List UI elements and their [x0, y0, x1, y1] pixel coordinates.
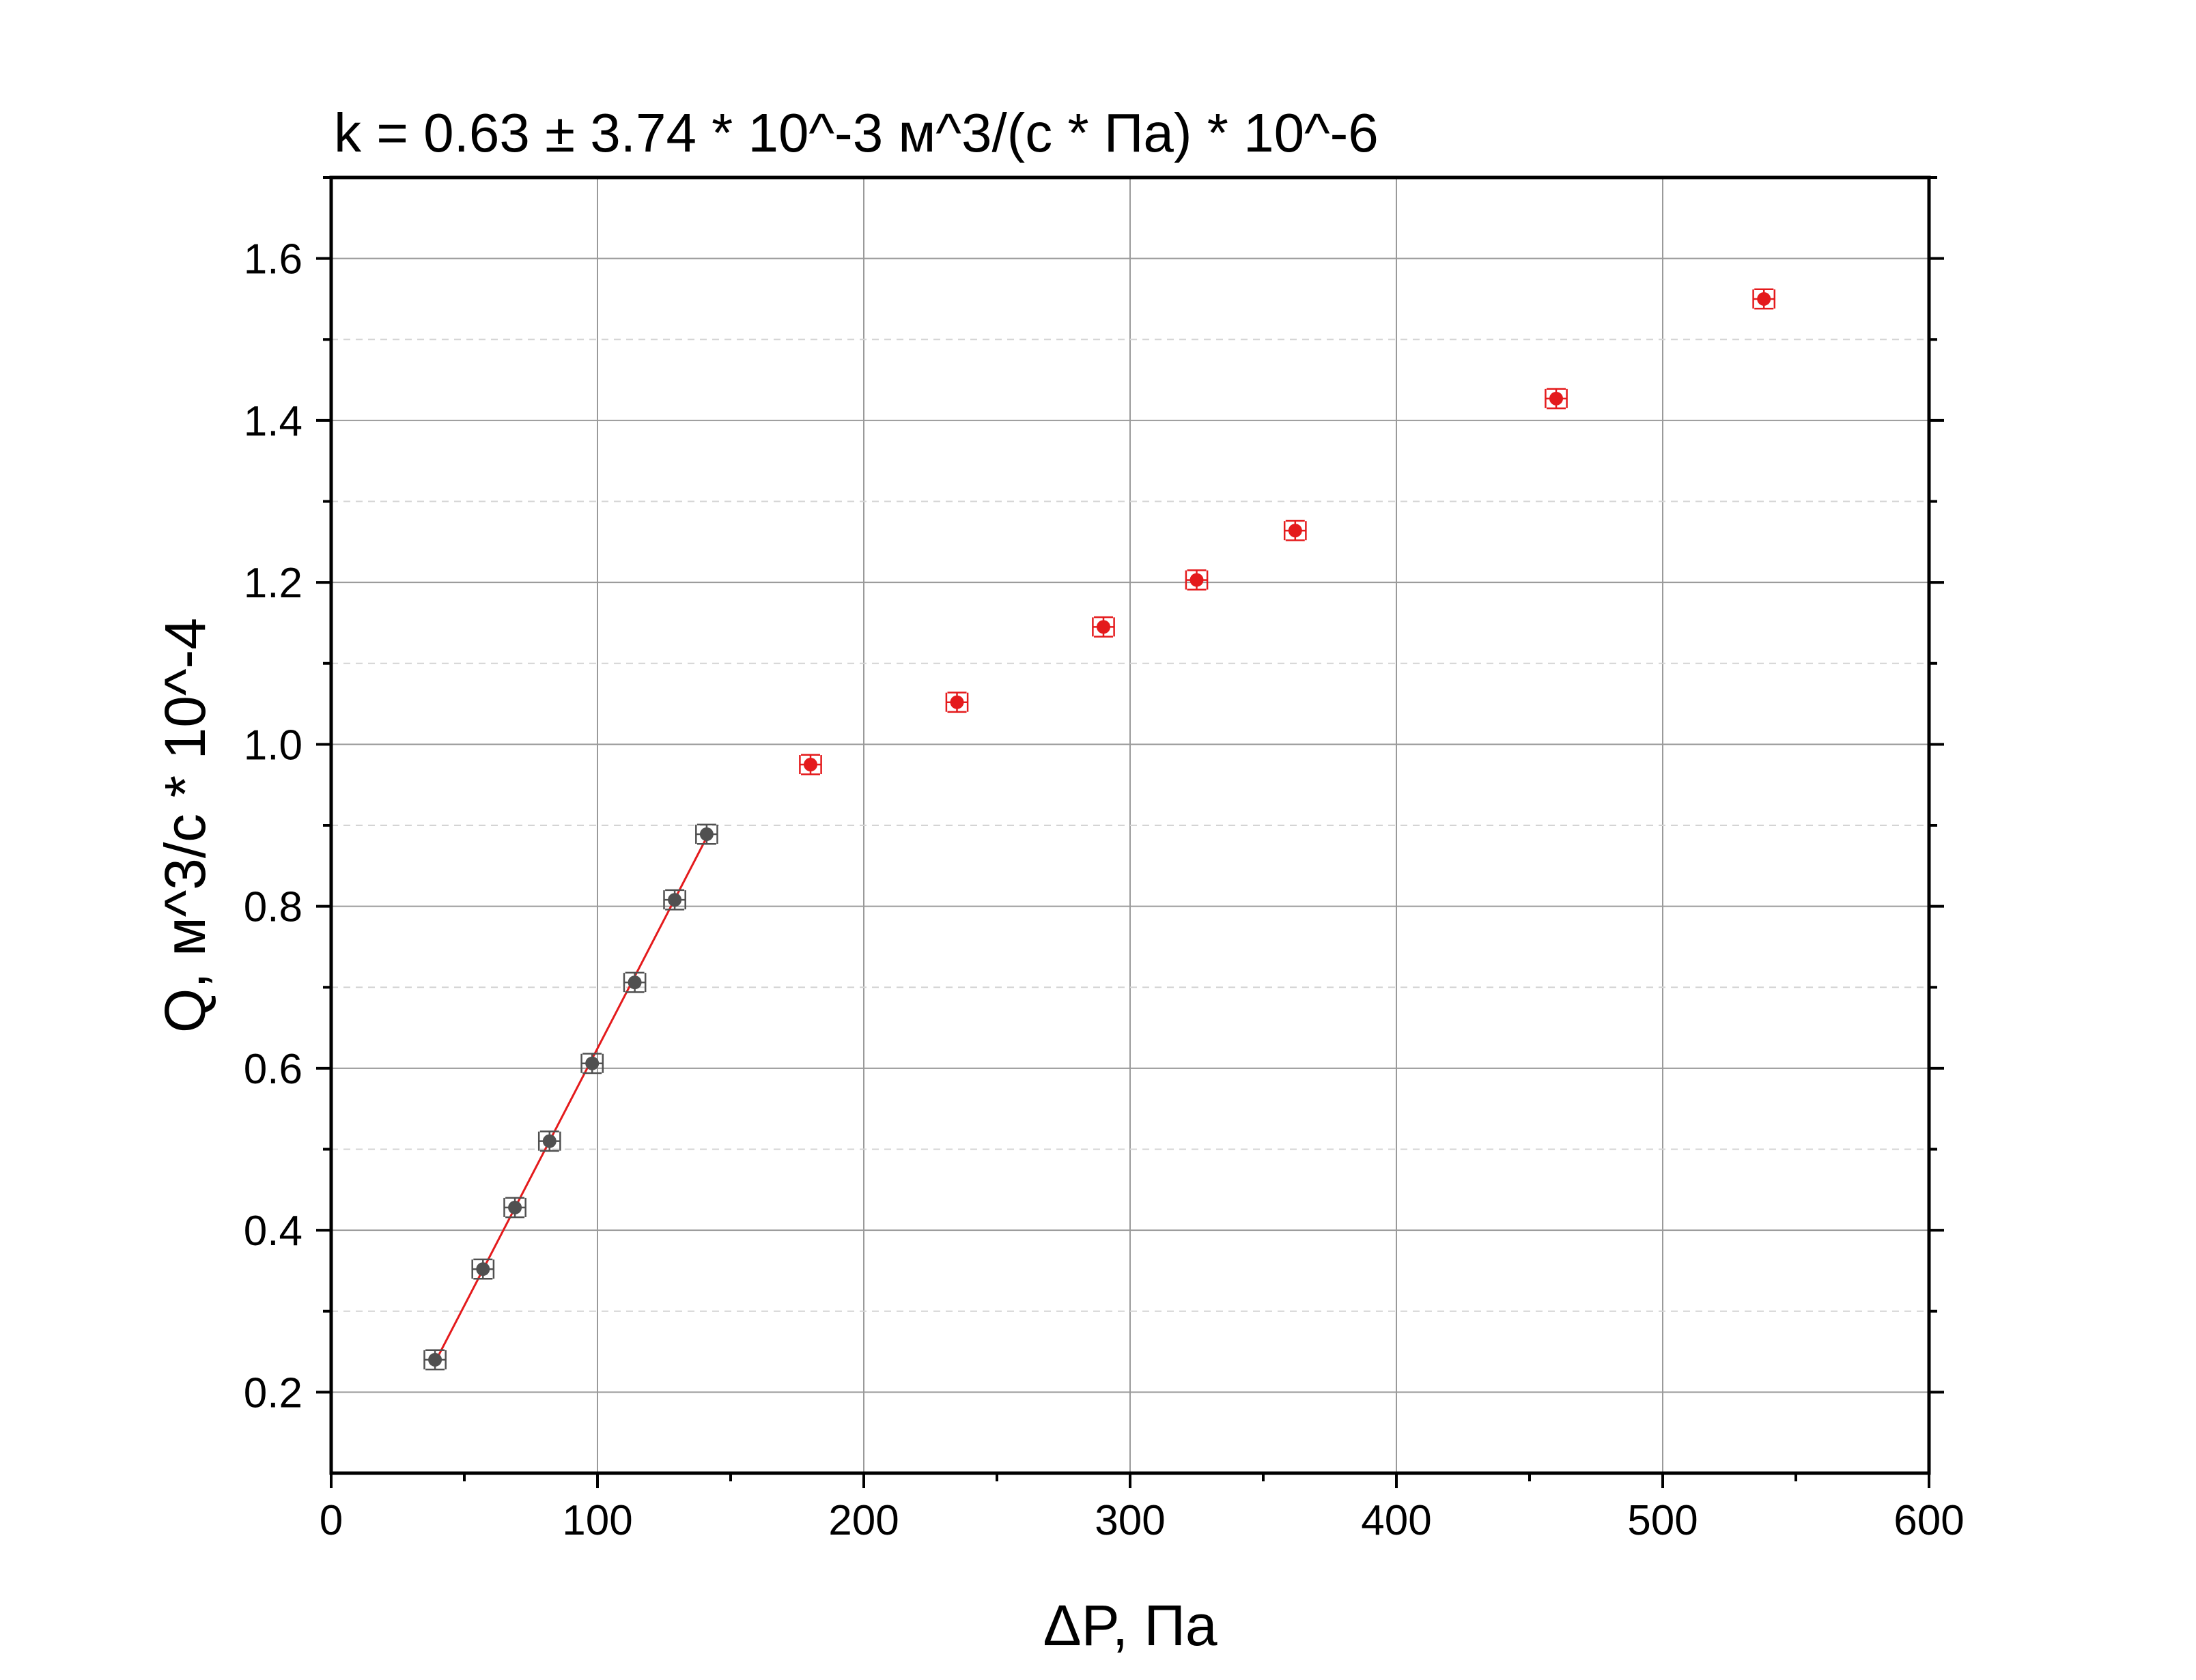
data-point [799, 754, 822, 775]
series-1 [423, 823, 718, 1371]
y-tick-label: 1.6 [244, 236, 302, 283]
y-tick-label: 0.6 [244, 1046, 302, 1093]
x-tick-labels: 0 100 200 300 400 500 600 [320, 1497, 1965, 1544]
x-tick-label: 100 [562, 1497, 632, 1544]
y-axis-title: Q, м^3/с * 10^-4 [153, 618, 217, 1033]
point-marker [476, 1262, 490, 1277]
point-marker [1288, 524, 1302, 538]
data-point [1283, 519, 1307, 541]
point-marker [668, 893, 682, 907]
x-tick-label: 500 [1627, 1497, 1698, 1544]
x-axis-title: ΔP, Па [1043, 1593, 1217, 1657]
data-points [423, 288, 1776, 1371]
point-marker [804, 758, 817, 772]
y-tick-label: 0.2 [244, 1369, 302, 1416]
data-point [695, 823, 718, 845]
y-tick-label: 1.0 [244, 722, 302, 769]
x-tick-label: 0 [320, 1497, 343, 1544]
data-point [537, 1130, 561, 1152]
point-marker [1757, 291, 1771, 306]
y-tick-label: 1.4 [244, 398, 302, 445]
data-point [580, 1053, 604, 1074]
y-tick-label: 1.2 [244, 560, 302, 607]
data-point [471, 1258, 495, 1280]
point-marker [1549, 391, 1563, 405]
grid [331, 177, 1929, 1473]
point-marker [428, 1352, 442, 1367]
data-point [423, 1349, 447, 1371]
fit-line-group [434, 837, 708, 1363]
fit-line [434, 837, 708, 1363]
data-point [503, 1197, 526, 1219]
x-tick-label: 600 [1894, 1497, 1964, 1544]
point-marker [950, 695, 964, 709]
x-tick-label: 400 [1361, 1497, 1431, 1544]
x-tick-label: 200 [828, 1497, 899, 1544]
point-marker [585, 1056, 600, 1070]
point-marker [508, 1200, 522, 1214]
plot-frame [329, 175, 1931, 1475]
x-tick-label: 300 [1095, 1497, 1165, 1544]
point-marker [1097, 620, 1110, 634]
data-point [663, 889, 686, 911]
point-marker [628, 976, 642, 990]
data-point [945, 692, 969, 713]
point-marker [1190, 573, 1204, 587]
series-2 [799, 288, 1776, 775]
y-tick-label: 0.8 [244, 884, 302, 931]
chart-title: k = 0.63 ± 3.74 * 10^-3 м^3/(с * Па) * 1… [334, 102, 1379, 163]
data-point [623, 971, 647, 993]
data-point [1752, 288, 1776, 310]
y-tick-label: 0.4 [244, 1208, 302, 1255]
data-point [1545, 388, 1568, 410]
data-point [1092, 616, 1115, 638]
y-tick-labels: 0.2 0.4 0.6 0.8 1.0 1.2 1.4 1.6 [244, 236, 302, 1417]
point-marker [699, 827, 714, 842]
point-marker [542, 1134, 557, 1148]
data-point [1185, 569, 1209, 591]
